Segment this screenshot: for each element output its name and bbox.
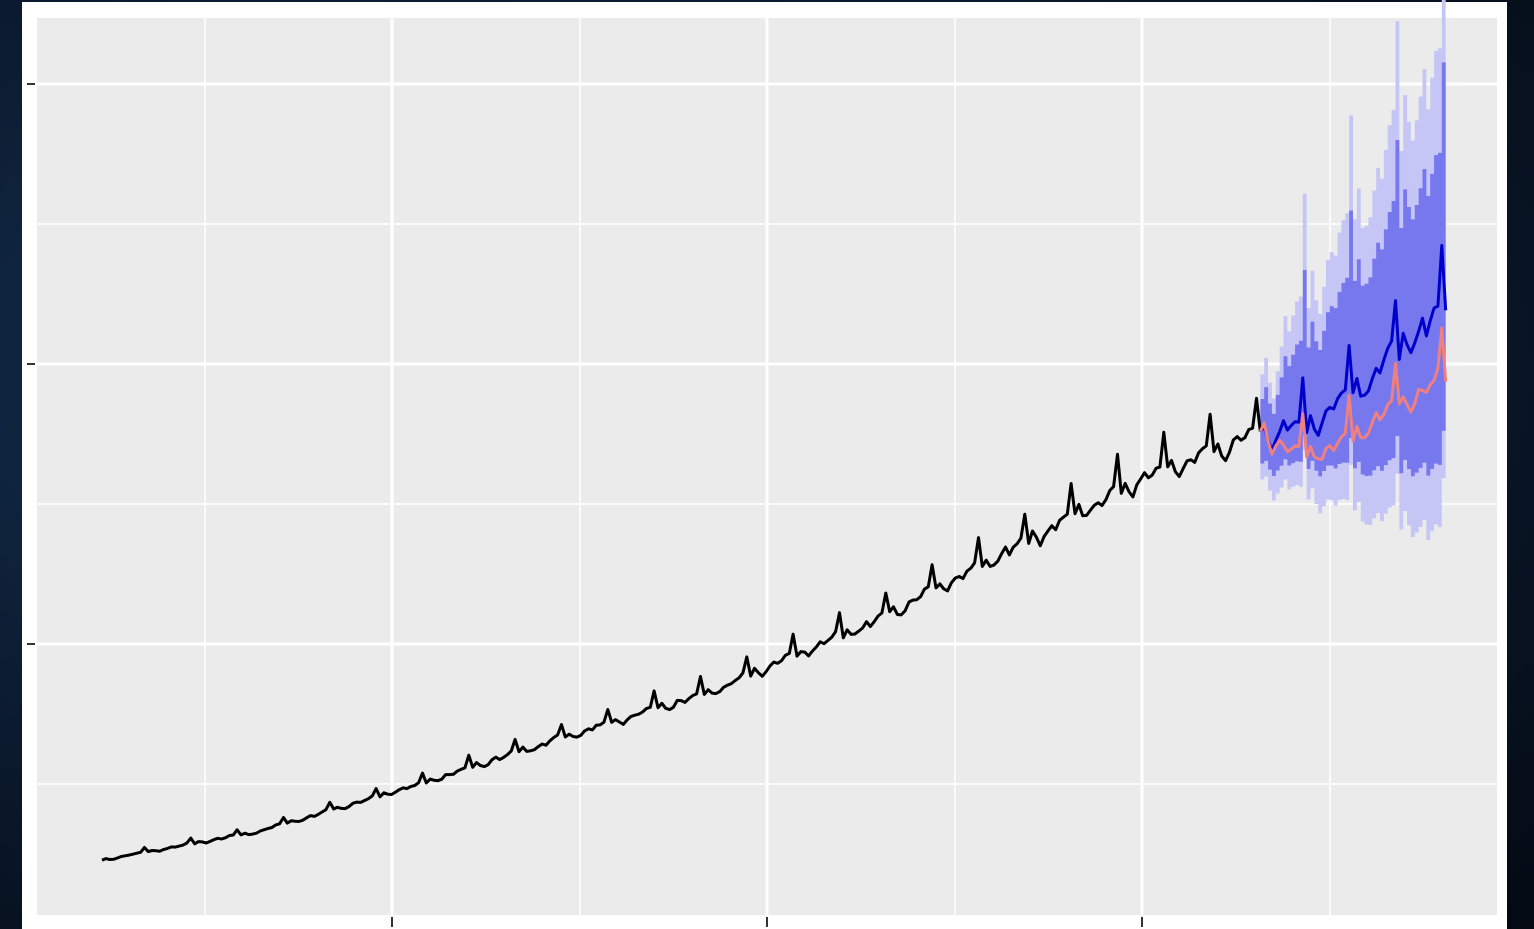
interval-80-band — [1260, 62, 1446, 477]
series-lines — [101, 244, 1448, 862]
observed-series-line — [101, 396, 1262, 862]
interval-80-area — [1260, 62, 1446, 477]
forecast-alternative-line — [1258, 326, 1448, 461]
axis-ticks — [27, 83, 1143, 927]
forecast-mean-line — [1259, 244, 1448, 452]
major-gridlines — [37, 18, 1497, 915]
